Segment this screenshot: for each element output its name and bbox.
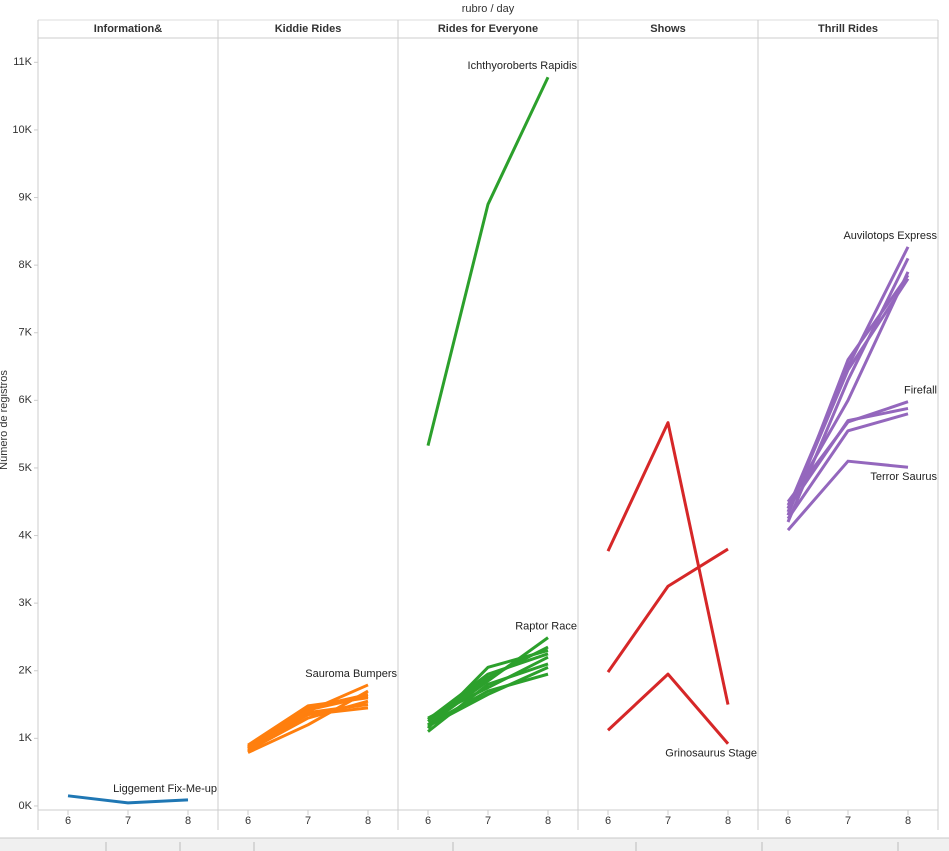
line-label: Grinosaurus Stage [665, 748, 757, 760]
y-tick-label: 4K [19, 529, 33, 541]
y-tick-label: 6K [19, 394, 33, 406]
line [786, 400, 909, 503]
y-tick-label: 3K [19, 597, 33, 609]
chart-title: rubro / day [462, 3, 515, 15]
x-tick-label: 6 [65, 815, 71, 827]
line [606, 421, 730, 705]
x-tick-label: 7 [305, 815, 311, 827]
x-tick-label: 8 [365, 815, 371, 827]
panel-header: Rides for Everyone [438, 23, 538, 35]
line [427, 652, 549, 721]
x-tick-label: 6 [605, 815, 611, 827]
x-tick-label: 8 [725, 815, 731, 827]
panel-header: Information& [94, 23, 162, 35]
y-tick-label: 9K [19, 191, 33, 203]
line [427, 645, 549, 723]
line-label: Liggement Fix-Me-up [113, 783, 217, 795]
line-label: Raptor Race [515, 621, 577, 633]
line [427, 665, 549, 728]
y-tick-label: 7K [19, 327, 33, 339]
line [427, 636, 549, 727]
y-tick-label: 11K [13, 56, 32, 68]
y-axis-label: Número de registros [0, 370, 10, 470]
panel-header: Thrill Rides [818, 23, 878, 35]
line-label: Ichthyoroberts Rapidis [468, 60, 578, 72]
x-tick-label: 7 [125, 815, 131, 827]
x-tick-label: 6 [425, 815, 431, 827]
panel-header: Shows [650, 23, 685, 35]
x-tick-label: 8 [545, 815, 551, 827]
x-tick-label: 6 [785, 815, 791, 827]
line [606, 672, 730, 745]
line [786, 412, 909, 520]
line [427, 672, 549, 727]
line [786, 277, 910, 513]
scrollbar-dividers [105, 842, 899, 851]
line [426, 76, 550, 446]
line-label: Auvilotops Express [843, 230, 937, 242]
y-tick-label: 10K [12, 124, 32, 136]
x-tick-label: 7 [845, 815, 851, 827]
x-tick-label: 7 [485, 815, 491, 827]
line-label: Firefall [904, 385, 937, 397]
y-tick-label: 5K [19, 462, 33, 474]
x-tick-label: 8 [185, 815, 191, 827]
line [606, 547, 729, 673]
line [247, 683, 369, 750]
line-label: Terror Saurus [870, 471, 937, 483]
line [786, 459, 909, 532]
y-tick-label: 0K [19, 800, 33, 812]
y-tick-label: 1K [19, 732, 33, 744]
y-tick-label: 2K [19, 665, 33, 677]
y-tick-label: 8K [19, 259, 33, 271]
scrollbar [0, 838, 949, 851]
panel-header: Kiddie Rides [275, 23, 342, 35]
line-label: Sauroma Bumpers [305, 668, 397, 680]
x-tick-label: 7 [665, 815, 671, 827]
line [786, 271, 910, 506]
line [67, 794, 189, 805]
x-tick-label: 8 [905, 815, 911, 827]
x-tick-label: 6 [245, 815, 251, 827]
